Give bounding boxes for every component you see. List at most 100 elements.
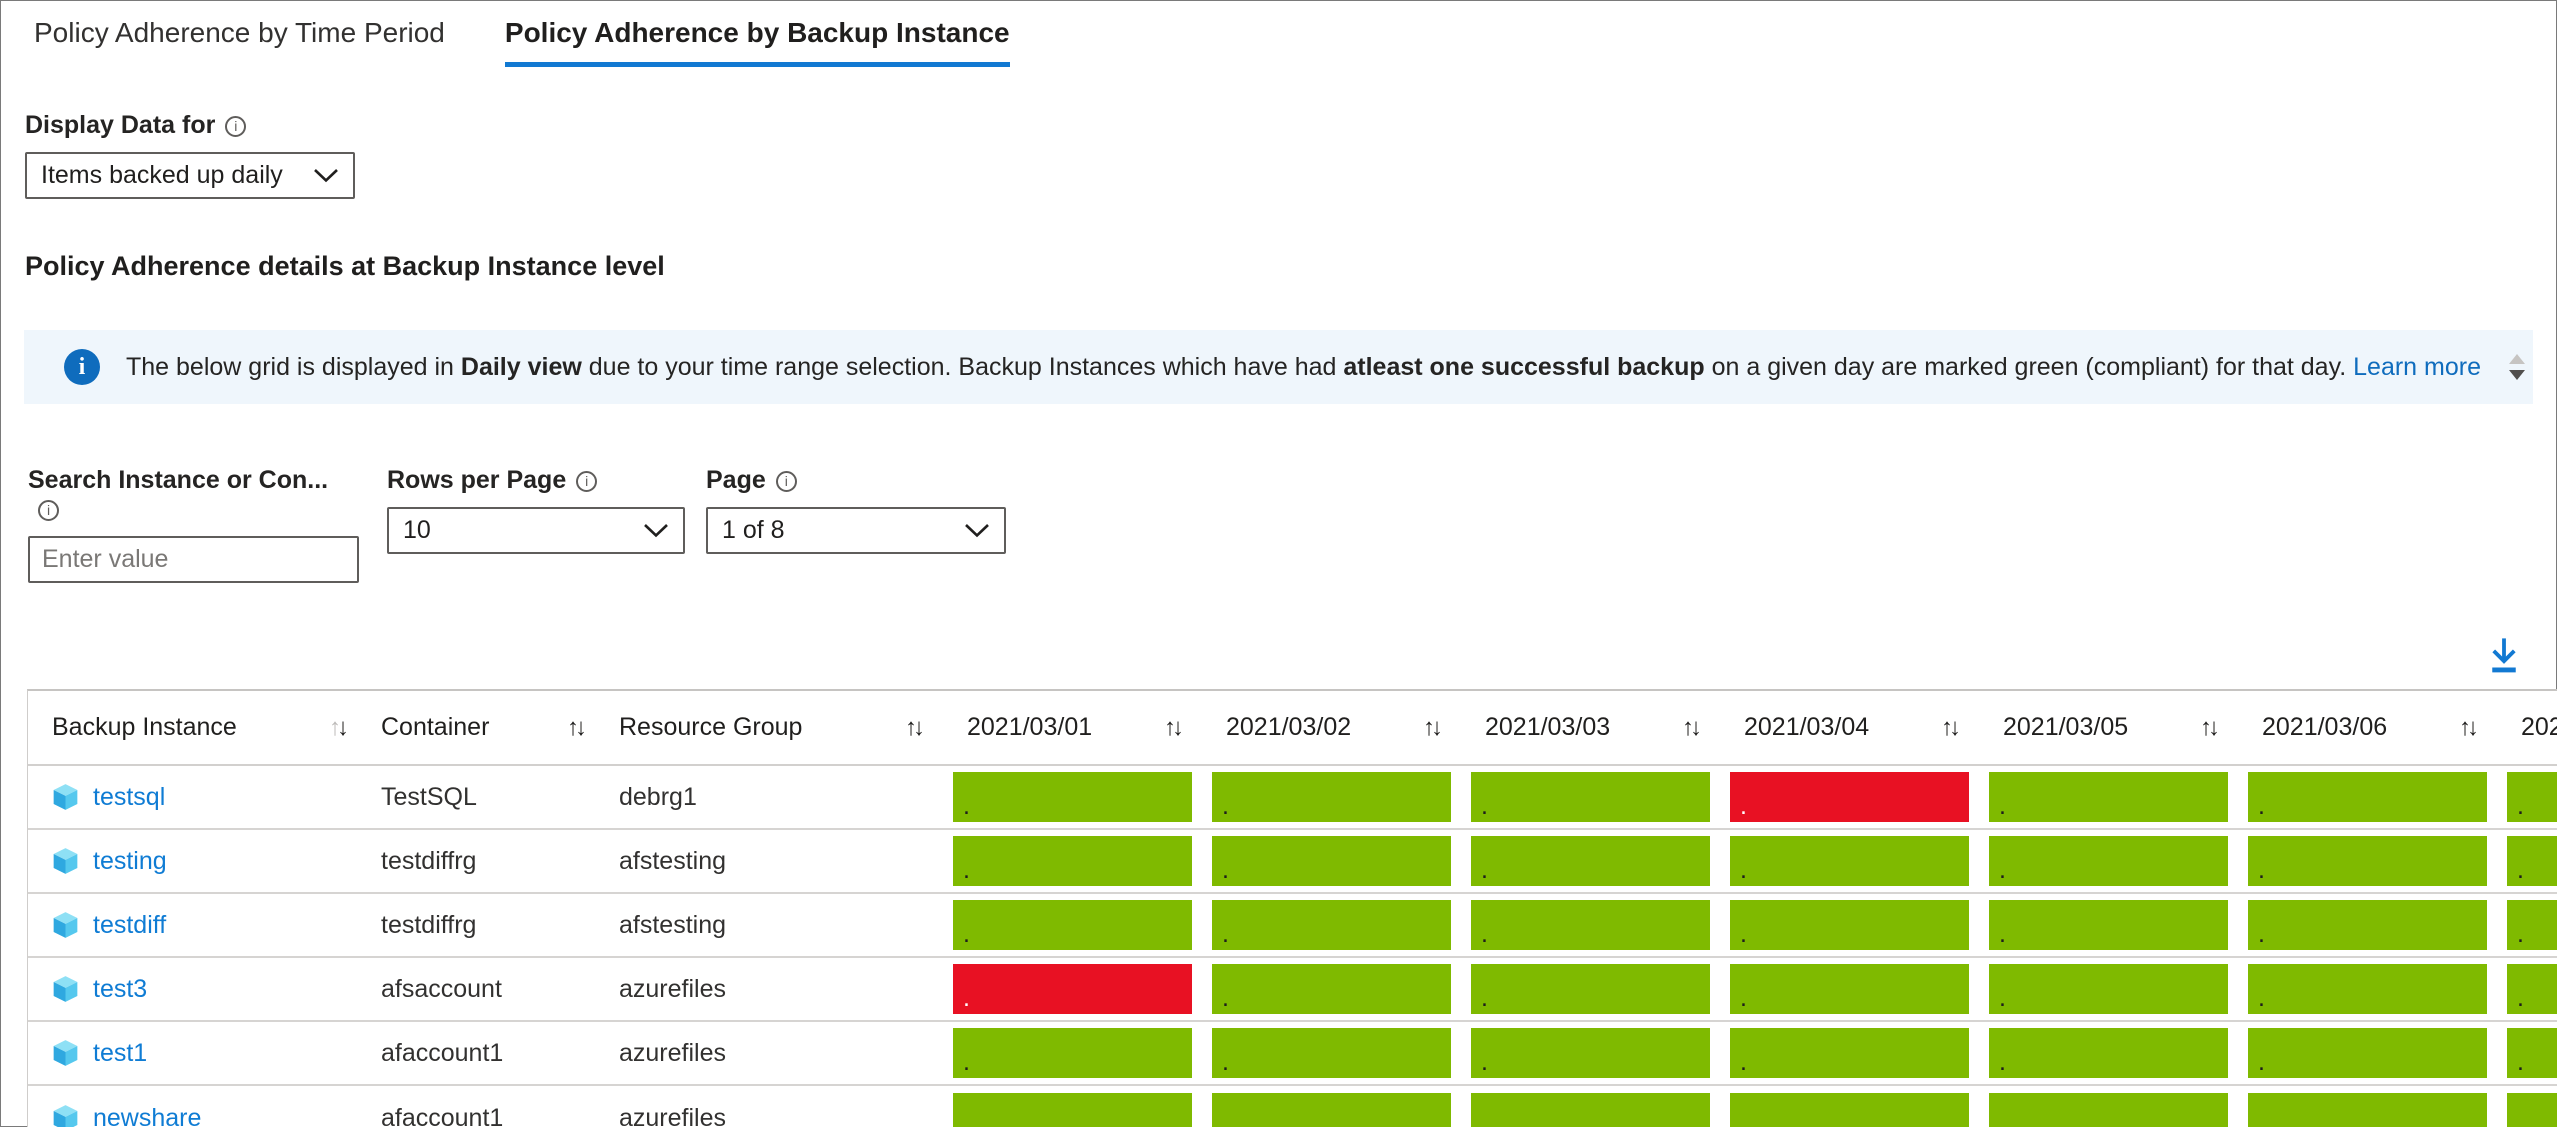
search-input[interactable] <box>28 536 359 583</box>
tab-policy-adherence-backup-instance[interactable]: Policy Adherence by Backup Instance <box>504 17 1010 67</box>
info-icon[interactable]: i <box>38 500 59 521</box>
chevron-down-icon <box>965 524 989 538</box>
sort-icon[interactable]: ↑↓ <box>1423 713 1443 741</box>
sort-icon[interactable]: ↑↓ <box>2459 713 2479 741</box>
cell-marker: . <box>963 984 970 1012</box>
column-header-date: 2021/03/01 ↑↓ <box>967 713 1184 741</box>
info-icon: i <box>64 349 100 385</box>
sort-icon[interactable]: ↑↓ <box>1164 713 1184 741</box>
table-row: testdiff testdiffrg afstesting . . . . .… <box>28 894 2557 958</box>
page-select[interactable]: 1 of 8 <box>706 507 1006 554</box>
rows-per-page-label: Rows per Page i <box>387 466 685 495</box>
info-icon[interactable]: i <box>225 116 247 137</box>
status-cell: . <box>1989 772 2228 822</box>
status-cell: . <box>1989 836 2228 886</box>
instance-link[interactable]: testdiff <box>93 910 167 939</box>
cell-marker: . <box>2517 856 2524 884</box>
cell-marker: . <box>2258 856 2265 884</box>
cell-marker: . <box>1999 792 2006 820</box>
learn-more-link[interactable]: Learn more <box>2353 352 2481 381</box>
cell-marker: . <box>2258 920 2265 948</box>
scroll-up-icon[interactable] <box>2509 354 2525 364</box>
sort-icon[interactable]: ↑↓ <box>567 713 587 741</box>
sort-icon[interactable]: ↑↓ <box>1682 713 1702 741</box>
status-cell: . <box>2248 1028 2487 1078</box>
display-data-dropdown[interactable]: Items backed up daily <box>25 152 355 199</box>
display-data-section: Display Data for i Items backed up daily <box>25 111 2556 199</box>
grid-header-row: Backup Instance ↑↓ Container ↑↓ Resource… <box>28 691 2557 766</box>
status-cell: . <box>1989 964 2228 1014</box>
cell-marker: . <box>1481 984 1488 1012</box>
status-cell: . <box>953 836 1192 886</box>
status-cell: . <box>1212 964 1451 1014</box>
tab-policy-adherence-time-period[interactable]: Policy Adherence by Time Period <box>34 17 445 48</box>
cell-marker: . <box>1481 920 1488 948</box>
column-header-date-truncated: 202 <box>2521 713 2557 741</box>
backup-instance-icon <box>53 848 78 874</box>
instance-cell: testsql <box>28 783 377 812</box>
table-row: testsql TestSQL debrg1 . . . . . . . <box>28 766 2557 830</box>
instance-link[interactable]: test3 <box>93 974 148 1003</box>
rows-per-page-value: 10 <box>403 516 431 544</box>
resource-group-cell: azurefiles <box>619 1103 726 1127</box>
info-icon[interactable]: i <box>576 471 598 492</box>
cell-marker: . <box>1999 1048 2006 1076</box>
status-cell: . <box>2248 1093 2487 1127</box>
tab-bar: Policy Adherence by Time Period Policy A… <box>34 17 2556 67</box>
instance-link[interactable]: testing <box>93 846 167 875</box>
cell-marker: . <box>2258 1048 2265 1076</box>
status-cell: . <box>2248 772 2487 822</box>
status-cell: . <box>2507 900 2557 950</box>
table-row: newshare afaccount1 azurefiles . . . . .… <box>28 1086 2557 1127</box>
backup-instance-icon <box>53 1105 78 1127</box>
info-banner: i The below grid is displayed in Daily v… <box>24 330 2533 404</box>
column-header-date: 2021/03/05 ↑↓ <box>2003 713 2220 741</box>
status-cell: . <box>1730 836 1969 886</box>
download-button[interactable] <box>2482 635 2526 682</box>
cell-marker: . <box>2517 1113 2524 1127</box>
status-cell: . <box>2507 1028 2557 1078</box>
instance-link[interactable]: test1 <box>93 1038 148 1067</box>
instance-link[interactable]: testsql <box>93 782 166 811</box>
sort-icon[interactable]: ↑↓ <box>1941 713 1961 741</box>
rows-per-page-select[interactable]: 10 <box>387 507 685 554</box>
policy-adherence-grid: Backup Instance ↑↓ Container ↑↓ Resource… <box>27 689 2557 1127</box>
banner-scroll-control[interactable] <box>2509 354 2525 380</box>
instance-cell: test3 <box>28 975 377 1004</box>
scroll-down-icon[interactable] <box>2509 370 2525 380</box>
cell-marker: . <box>1999 856 2006 884</box>
info-icon[interactable]: i <box>775 471 797 492</box>
cell-marker: . <box>1999 920 2006 948</box>
cell-marker: . <box>963 856 970 884</box>
column-header-container: Container ↑↓ <box>381 713 587 741</box>
cell-marker: . <box>2258 984 2265 1012</box>
sort-icon[interactable]: ↑↓ <box>2200 713 2220 741</box>
cell-marker: . <box>963 1113 970 1127</box>
backup-instance-icon <box>53 976 78 1002</box>
column-header-date: 2021/03/04 ↑↓ <box>1744 713 1961 741</box>
status-cell: . <box>1471 836 1710 886</box>
page-label: Page i <box>706 466 1006 495</box>
container-cell: testdiffrg <box>381 846 477 875</box>
resource-group-cell: afstesting <box>619 846 727 875</box>
page-select-value: 1 of 8 <box>722 516 785 544</box>
backup-instance-icon <box>53 784 78 810</box>
sort-icon[interactable]: ↑↓ <box>329 713 349 741</box>
container-cell: afaccount1 <box>381 1103 504 1127</box>
cell-marker: . <box>1222 1048 1229 1076</box>
cell-marker: . <box>2517 1048 2524 1076</box>
column-header-date: 2021/03/06 ↑↓ <box>2262 713 2479 741</box>
resource-group-cell: debrg1 <box>619 782 697 811</box>
instance-link[interactable]: newshare <box>93 1103 202 1127</box>
filter-bar: Search Instance or Con...i Rows per Page… <box>28 466 2556 583</box>
cell-marker: . <box>1999 1113 2006 1127</box>
cell-marker: . <box>963 920 970 948</box>
banner-text: The below grid is displayed in Daily vie… <box>126 352 2481 381</box>
cell-marker: . <box>1222 856 1229 884</box>
cell-marker: . <box>1740 856 1747 884</box>
grid-toolbar <box>1 633 2556 689</box>
resource-group-cell: afstesting <box>619 910 727 939</box>
column-header-resource-group: Resource Group ↑↓ <box>619 713 925 741</box>
sort-icon[interactable]: ↑↓ <box>905 713 925 741</box>
